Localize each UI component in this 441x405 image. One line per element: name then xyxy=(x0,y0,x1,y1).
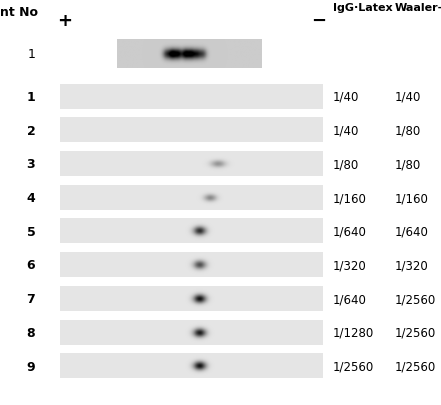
Text: 1/40: 1/40 xyxy=(395,91,421,104)
Text: −: − xyxy=(311,12,326,30)
Text: 1: 1 xyxy=(26,91,35,104)
Text: 1/80: 1/80 xyxy=(395,158,421,171)
Text: 1/40: 1/40 xyxy=(333,91,359,104)
Text: 3: 3 xyxy=(26,158,35,171)
Text: 1: 1 xyxy=(27,48,35,61)
Text: nt No: nt No xyxy=(0,6,38,19)
Text: 1/80: 1/80 xyxy=(395,124,421,137)
Text: 2: 2 xyxy=(26,124,35,137)
Text: 6: 6 xyxy=(26,259,35,272)
Text: 1/2560: 1/2560 xyxy=(395,360,436,373)
Text: Waaler-: Waaler- xyxy=(395,3,441,13)
Text: 1/160: 1/160 xyxy=(395,192,429,205)
Text: 1/2560: 1/2560 xyxy=(395,292,436,305)
Text: 4: 4 xyxy=(26,192,35,205)
Text: 1/640: 1/640 xyxy=(333,225,367,238)
Text: 9: 9 xyxy=(26,360,35,373)
Text: 1/320: 1/320 xyxy=(395,259,429,272)
Text: 1/1280: 1/1280 xyxy=(333,326,374,339)
Text: 5: 5 xyxy=(26,225,35,238)
Text: 8: 8 xyxy=(26,326,35,339)
Text: 7: 7 xyxy=(26,292,35,305)
Text: 1/640: 1/640 xyxy=(395,225,429,238)
Text: 1/2560: 1/2560 xyxy=(395,326,436,339)
Text: 1/160: 1/160 xyxy=(333,192,367,205)
Text: 1/40: 1/40 xyxy=(333,124,359,137)
Text: 1/640: 1/640 xyxy=(333,292,367,305)
Text: 1/80: 1/80 xyxy=(333,158,359,171)
Text: +: + xyxy=(57,12,72,30)
Text: 1/2560: 1/2560 xyxy=(333,360,374,373)
Text: IgG·Latex: IgG·Latex xyxy=(333,3,392,13)
Text: 1/320: 1/320 xyxy=(333,259,367,272)
